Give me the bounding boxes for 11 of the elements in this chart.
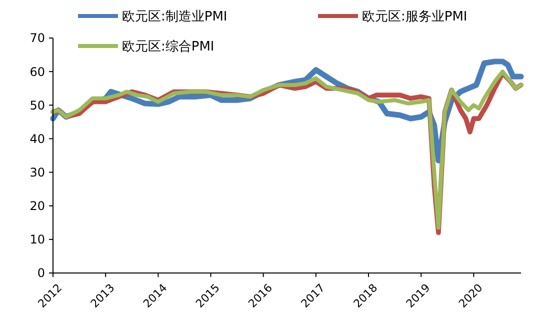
y-tick-label: 60 — [30, 64, 45, 79]
y-tick-label: 70 — [30, 31, 45, 46]
legend-label: 欧元区:制造业PMI — [122, 10, 228, 25]
y-tick-label: 40 — [30, 132, 45, 146]
y-tick-label: 30 — [30, 165, 45, 180]
y-tick-label: 20 — [30, 199, 45, 214]
legend-label: 欧元区:综合PMI — [122, 40, 214, 55]
y-tick-label: 10 — [30, 232, 45, 247]
y-tick-label: 0 — [37, 266, 45, 280]
y-tick-label: 50 — [30, 98, 45, 112]
legend-label: 欧元区:服务业PMI — [362, 10, 468, 25]
